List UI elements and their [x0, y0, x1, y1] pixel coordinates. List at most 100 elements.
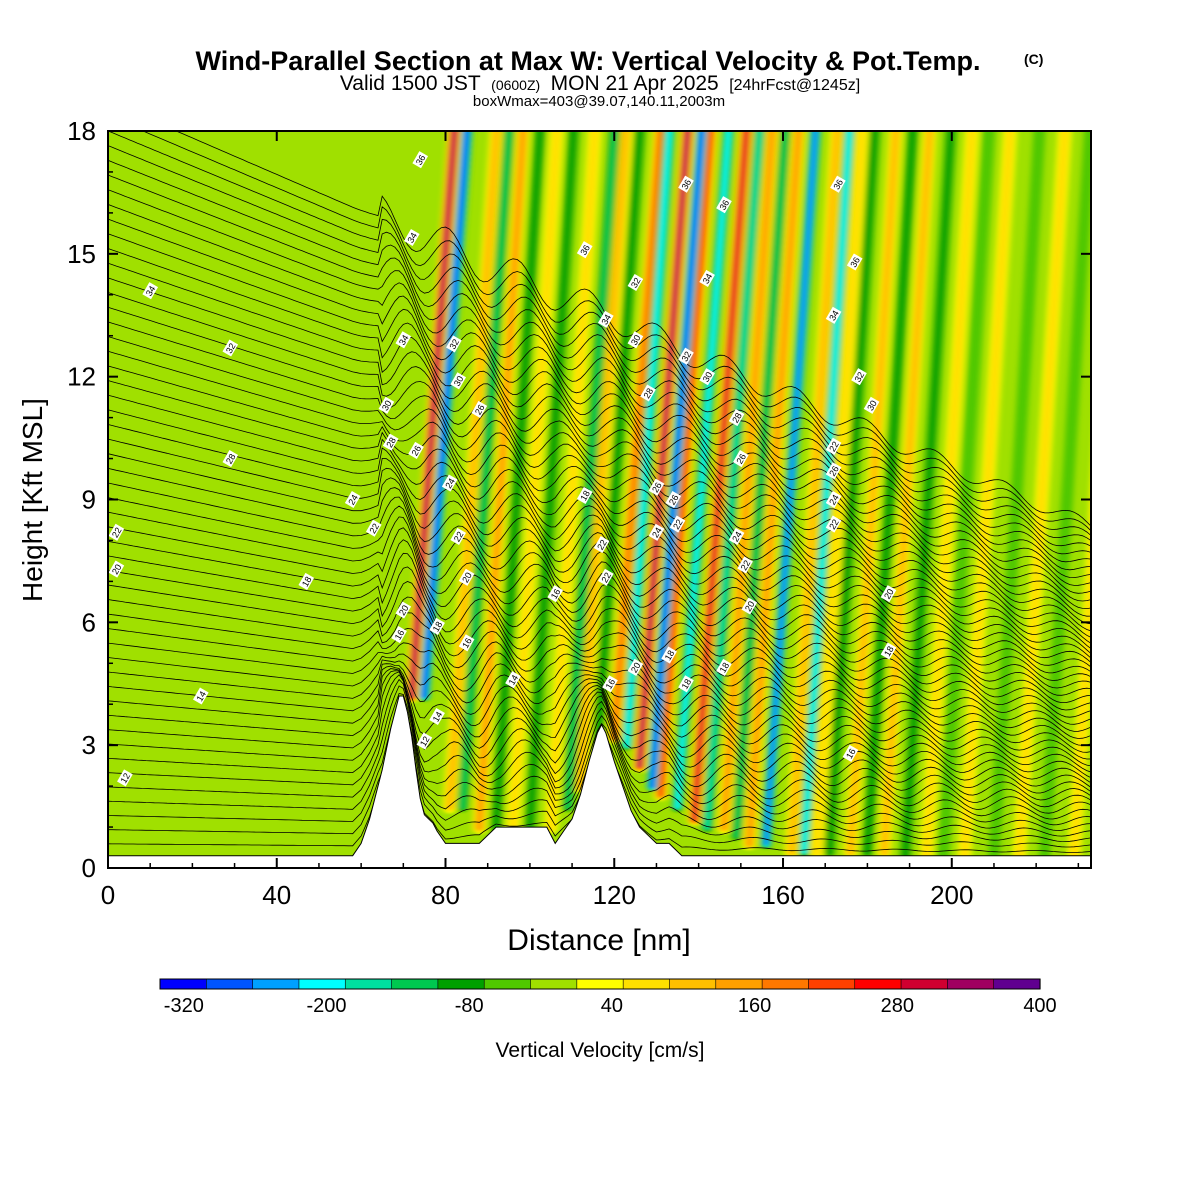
contour-label-bg: [222, 339, 239, 357]
contour-label-36: 32: [627, 273, 644, 292]
contour-label-19: 30: [450, 372, 467, 390]
contour-label-bg: [627, 273, 644, 292]
contour-label-text: 28: [642, 386, 656, 400]
contour-label-bg: [458, 568, 475, 586]
isentrope-49: [108, 131, 1091, 536]
contour-label-text: 20: [397, 603, 411, 617]
contour-label-text: 30: [701, 370, 715, 384]
isentrope-12: [108, 659, 1091, 784]
colorbar-label: Vertical Velocity [cm/s]: [496, 1039, 705, 1062]
updraft-band-12: [787, 131, 841, 856]
contour-label-text: 36: [718, 198, 732, 212]
y-tick-label: 0: [82, 853, 96, 883]
contour-label-29: 16: [547, 585, 564, 603]
contour-label-text: 22: [110, 526, 124, 540]
contour-label-bg: [880, 585, 897, 603]
terrain: [108, 695, 1091, 868]
contour-label-bg: [505, 671, 521, 689]
contour-label-text: 20: [882, 587, 896, 601]
colorbar-swatch: [391, 978, 439, 990]
downdraft-band-14: [863, 131, 917, 856]
x-tick-label: 120: [593, 880, 636, 910]
contour-label-text: 16: [393, 628, 407, 642]
isentrope-46: [108, 174, 1091, 555]
contour-label-bg: [842, 744, 859, 762]
contour-label-text: 34: [827, 309, 841, 323]
colorbar-swatch: [483, 978, 532, 990]
updraft-band-10: [721, 131, 776, 831]
updraft-band-19: [1069, 511, 1091, 861]
updraft-band-4: [546, 131, 600, 832]
contour-label-1: 32: [222, 339, 239, 357]
downdraft-band-1: [459, 131, 513, 810]
isentrope-47: [108, 159, 1091, 547]
contour-label-bg: [648, 523, 665, 541]
subtitle-date: MON 21 Apr 2025: [551, 72, 719, 95]
colorbar-swatch: [808, 978, 856, 990]
updraft-band-17: [959, 131, 1015, 861]
contour-label-41: 16: [602, 675, 618, 693]
contour-label-40: 20: [627, 658, 644, 676]
contour-label-bg: [678, 347, 694, 365]
contour-label-bg: [846, 253, 863, 271]
contour-label-text: 20: [629, 661, 643, 675]
contour-label-text: 30: [452, 374, 466, 388]
contour-label-text: 32: [447, 337, 461, 351]
isentrope-15: [108, 628, 1091, 767]
contour-label-0: 34: [142, 282, 159, 300]
contour-label-text: 34: [599, 313, 613, 327]
colorbar-swatch: [298, 978, 346, 990]
contour-label-text: 22: [827, 440, 841, 454]
contour-label-bg: [716, 658, 732, 676]
isentrope-8: [108, 670, 1091, 808]
contour-label-24: 18: [429, 617, 445, 635]
contour-label-7: 22: [365, 519, 382, 537]
contour-label-text: 22: [367, 522, 381, 536]
contour-label-text: 30: [629, 333, 643, 347]
chart-subtitle: Valid 1500 JST (0600Z) MON 21 Apr 2025 […: [340, 72, 860, 95]
contour-label-bg: [665, 490, 682, 509]
plot-area: 34 32 30 28 28 26 24 22 22 20 18 20 16 14 12 36 34 34 32 30…: [108, 131, 1091, 868]
contour-label-text: 36: [578, 243, 592, 257]
updraft-band-1: [446, 131, 501, 811]
contour-labels: 34 32 30 28 28 26 24 22 22 20 18 20 16 14 12 36 34 34 32 30…: [108, 151, 897, 787]
contour-label-47: 18: [678, 675, 694, 693]
isentrope-48: [108, 145, 1091, 541]
colorbar-tick-label: 40: [601, 995, 623, 1017]
contour-label-65: 22: [825, 515, 842, 533]
isentrope-3: [108, 693, 1091, 837]
contour-label-bg: [627, 658, 644, 676]
x-tick-label: 0: [101, 880, 115, 910]
contour-label-53: 24: [728, 527, 745, 545]
contour-label-61: 30: [863, 396, 880, 414]
contour-label-text: 34: [405, 231, 419, 245]
contour-label-35: 30: [627, 331, 644, 349]
contour-label-bg: [597, 568, 614, 586]
contour-label-8: 22: [108, 523, 125, 541]
isentrope-11: [108, 663, 1091, 788]
colorbar-swatch: [622, 978, 671, 990]
contour-label-12: 16: [391, 626, 407, 644]
contour-label-33: 22: [593, 535, 610, 554]
contour-label-bg: [365, 519, 382, 537]
isentrope-38: [108, 292, 1091, 617]
downdraft-band-6: [624, 131, 672, 748]
contour-label-text: 18: [300, 575, 314, 589]
contour-label-50: 30: [699, 368, 715, 386]
x-tick-label: 160: [761, 880, 804, 910]
contour-label-bg: [602, 675, 618, 693]
colorbar-tick-label: -200: [306, 995, 346, 1017]
contour-label-text: 22: [595, 538, 609, 552]
contour-label-text: 36: [414, 153, 428, 167]
isentrope-6: [108, 674, 1091, 820]
contour-label-56: 18: [716, 658, 732, 676]
contour-label-bg: [741, 597, 758, 615]
updraft-band-5: [576, 131, 630, 790]
isentrope-23: [108, 511, 1091, 711]
colorbar-swatch: [530, 978, 578, 990]
contour-label-text: 24: [730, 530, 744, 544]
isentrope-33: [108, 365, 1091, 649]
contour-label-bg: [547, 585, 564, 603]
isentrope-24: [108, 497, 1091, 703]
contour-label-bg: [716, 196, 732, 214]
